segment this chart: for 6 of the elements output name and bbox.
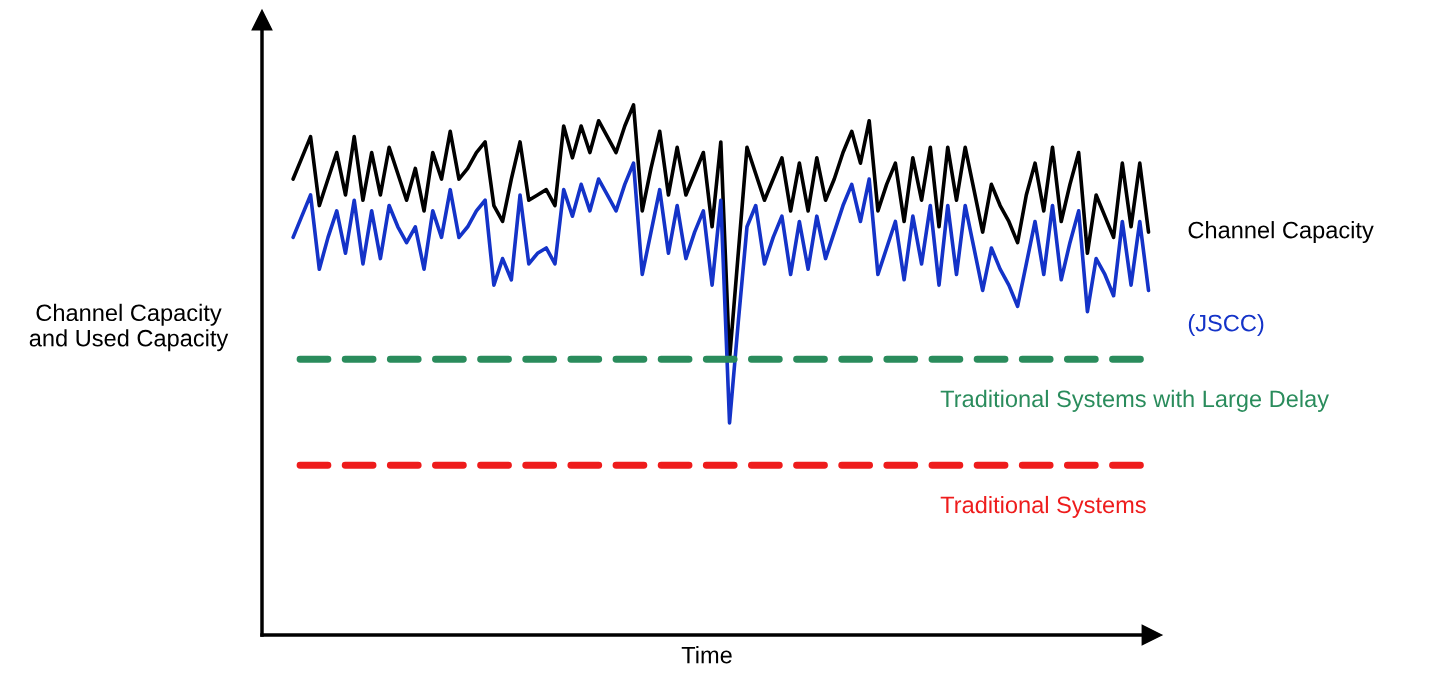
ref-line-label: Traditional Systems with Large Delay (940, 389, 1329, 412)
ref-line-label: Traditional Systems (940, 495, 1146, 518)
y-axis-title: Channel Capacity and Used Capacity (29, 303, 229, 352)
series-label: (JSCC) (1188, 314, 1264, 337)
series-label: Channel Capacity (1188, 221, 1374, 244)
x-axis-title: Time (681, 646, 732, 664)
